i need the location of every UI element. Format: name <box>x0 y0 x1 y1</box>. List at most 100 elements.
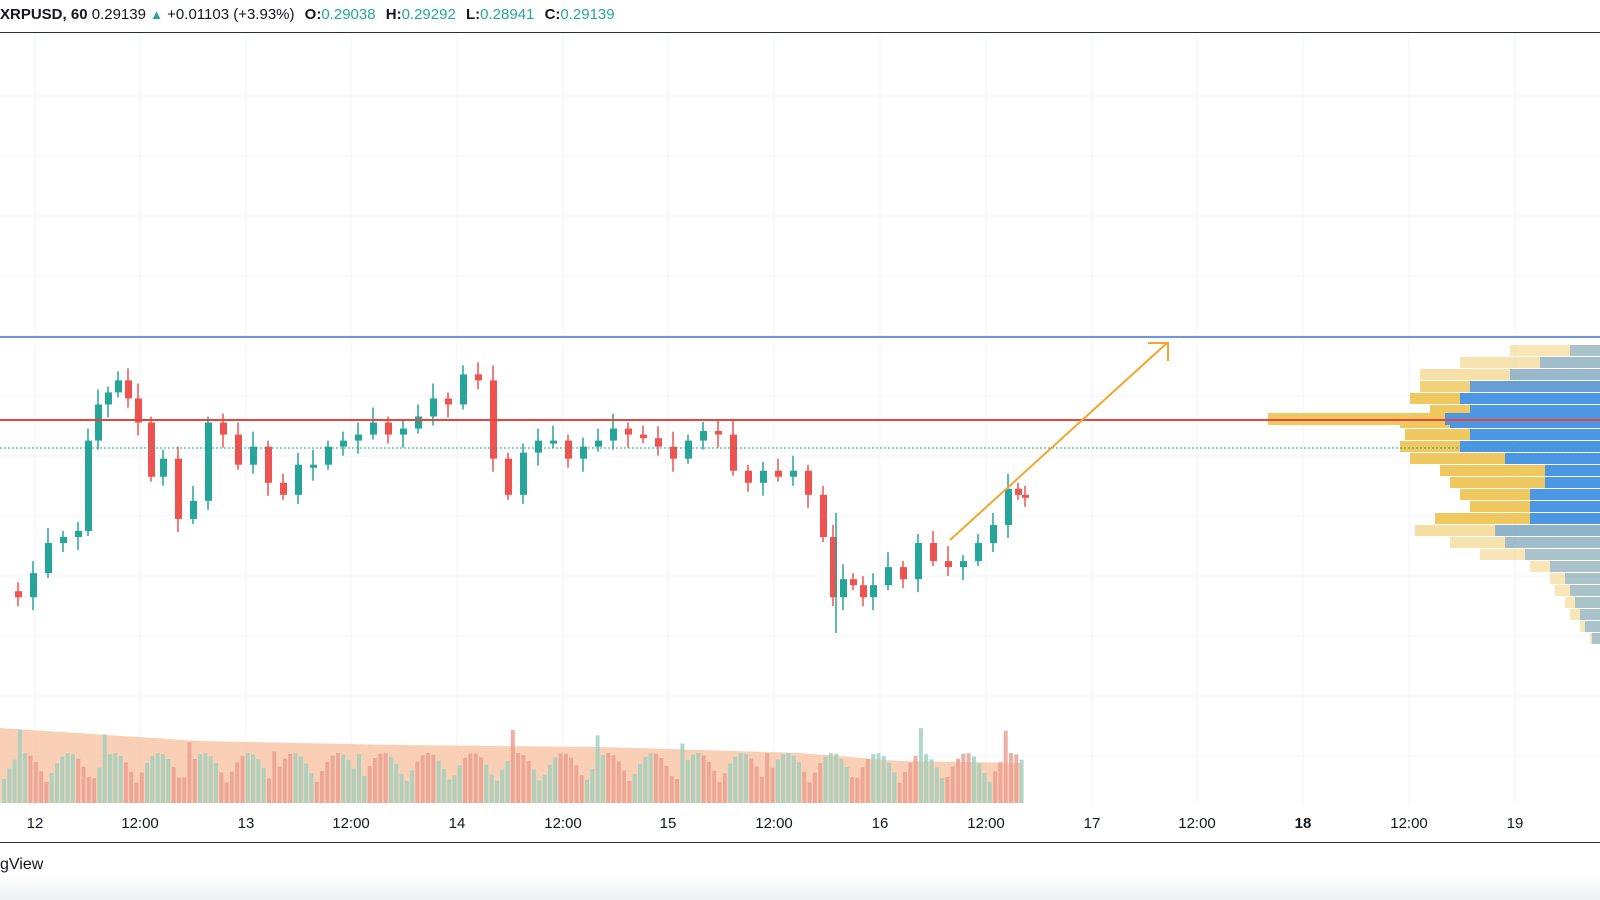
volume-bar <box>653 753 658 803</box>
volume-bar <box>500 769 505 803</box>
volume-profile-buy-row <box>1585 621 1600 632</box>
volume-bar <box>277 766 282 803</box>
volume-bar <box>309 773 314 803</box>
candle-body <box>460 374 467 405</box>
volume-bar <box>494 780 499 803</box>
volume-bar <box>669 775 674 803</box>
volume-bar <box>770 767 775 803</box>
candle-body <box>45 543 52 574</box>
volume-bar <box>632 773 637 803</box>
volume-bar <box>977 763 982 803</box>
candle-body <box>805 470 812 495</box>
time-tick: 12:00 <box>121 815 159 832</box>
candle-body <box>885 567 892 586</box>
last-price: 0.29139 <box>91 6 146 23</box>
volume-bar <box>638 764 642 803</box>
candle-body <box>550 440 557 444</box>
candle-body <box>685 440 692 459</box>
candle-body <box>655 438 662 447</box>
volume-bar <box>251 754 256 803</box>
volume-bar <box>267 778 271 803</box>
candle-body <box>105 392 112 405</box>
volume-bar <box>415 761 420 803</box>
volume-bar <box>717 781 722 803</box>
candle-body <box>175 458 182 519</box>
candle-body <box>295 464 302 495</box>
volume-bar <box>908 762 913 803</box>
candle-body <box>850 579 857 586</box>
volume-bar <box>579 775 584 803</box>
price-chart[interactable] <box>0 33 1600 805</box>
volume-bar <box>182 777 187 803</box>
volume-bar <box>516 753 521 803</box>
volume-bar <box>510 730 515 803</box>
time-tick: 16 <box>871 815 889 832</box>
volume-bar <box>23 753 28 803</box>
volume-bar <box>7 768 12 803</box>
volume-bar <box>224 782 229 803</box>
volume-bar <box>357 753 362 803</box>
volume-bar <box>65 753 70 803</box>
candle-body <box>310 464 317 468</box>
volume-bar <box>648 753 653 803</box>
volume-bar <box>452 775 457 803</box>
candle-body <box>640 434 647 439</box>
volume-profile-buy-row <box>1530 501 1600 512</box>
volume-profile-buy-row <box>1470 405 1600 416</box>
time-axis[interactable]: 12 12:00 13 12:00 14 12:00 15 12:00 16 1… <box>0 805 1600 842</box>
symbol-interval[interactable]: XRPUSD, 60 <box>0 6 88 23</box>
volume-bar <box>383 753 388 803</box>
candle-body <box>700 430 707 441</box>
candle-body <box>148 422 155 477</box>
candle-body <box>220 422 227 435</box>
volume-bar <box>802 771 807 803</box>
volume-profile-sell-row <box>1460 357 1600 368</box>
volume-bar <box>971 756 976 803</box>
candle-body <box>870 585 877 598</box>
candle-body <box>930 543 937 562</box>
volume-bar <box>86 776 91 803</box>
candle-body <box>900 567 907 580</box>
candle-body <box>95 404 102 441</box>
volume-bar <box>759 776 764 803</box>
volume-profile-buy-row <box>1550 561 1600 572</box>
volume-bar <box>871 754 876 803</box>
volume-bar <box>282 758 287 803</box>
low-label: L: <box>465 6 481 23</box>
candle-body <box>505 458 512 495</box>
volume-bar <box>542 774 547 803</box>
volume-bar <box>399 773 404 803</box>
volume-profile-sell-row <box>1590 633 1600 644</box>
volume-bar <box>49 773 54 803</box>
volume-bar <box>335 753 340 803</box>
chart-bottom-border <box>0 842 1600 843</box>
volume-bar <box>70 753 75 803</box>
candle-body <box>960 561 967 568</box>
volume-bar <box>706 761 711 803</box>
volume-bar <box>839 758 844 803</box>
volume-bar <box>929 759 934 803</box>
volume-bar <box>28 755 33 803</box>
volume-bar <box>850 777 854 803</box>
volume-bar <box>881 756 886 803</box>
volume-bar <box>553 757 558 803</box>
volume-bar <box>903 771 907 803</box>
volume-bar <box>712 771 717 803</box>
volume-bar <box>2 778 6 803</box>
volume-bar <box>595 735 600 803</box>
volume-bar <box>611 755 616 803</box>
volume-bar <box>123 762 128 803</box>
volume-bar <box>574 765 579 803</box>
volume-bar <box>696 753 701 803</box>
volume-histogram <box>0 728 1024 803</box>
volume-profile-sell-row <box>1555 585 1600 596</box>
candle-body <box>265 446 272 483</box>
candle-body <box>915 543 922 580</box>
volume-bar <box>166 759 171 803</box>
volume-bar <box>39 771 44 803</box>
trend-arrow-line <box>949 342 1168 541</box>
volume-bar <box>235 762 240 803</box>
volume-bar <box>775 759 780 803</box>
volume-bar <box>346 759 351 803</box>
volume-bar <box>240 755 245 803</box>
